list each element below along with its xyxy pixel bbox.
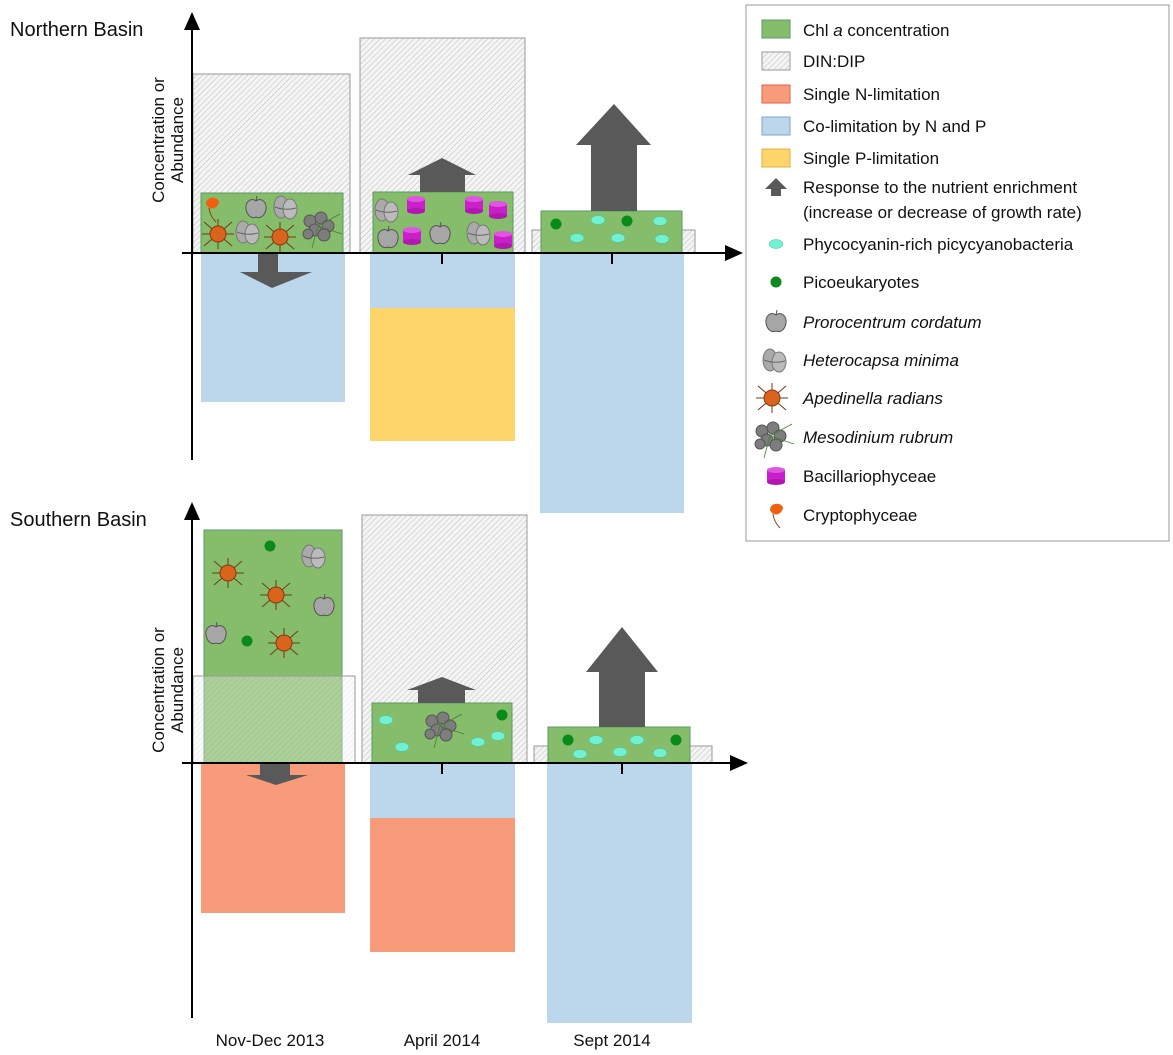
legend-swatch — [761, 51, 791, 71]
cyanobacteria-icon — [569, 233, 585, 243]
cyanobacteria-icon — [652, 216, 668, 226]
legend-label: Bacillariophyceae — [803, 467, 936, 486]
legend-label: Phycocyanin-rich picycyanobacteria — [803, 235, 1074, 254]
co-limitation-bar — [547, 763, 692, 1023]
response-arrow — [408, 158, 476, 192]
legend-icon — [770, 276, 782, 288]
legend-label: Single N-limitation — [803, 85, 940, 104]
cyanobacteria-icon — [470, 737, 486, 747]
legend-swatch — [761, 116, 791, 136]
legend-label: Mesodinium rubrum — [803, 428, 953, 447]
y-axis-label-line: Abundance — [168, 97, 187, 183]
bacillariophyceae-icon — [489, 201, 507, 219]
panel-title: Southern Basin — [10, 509, 147, 531]
legend-label: Response to the nutrient enrichment — [803, 178, 1077, 197]
x-label: April 2014 — [404, 1031, 481, 1050]
legend-arrow — [765, 178, 787, 196]
cyanobacteria-icon — [490, 731, 506, 741]
legend-label: Picoeukaryotes — [803, 273, 919, 292]
bacillariophyceae-icon — [494, 231, 512, 249]
co-limitation-bar — [540, 253, 684, 513]
legend-icon — [767, 467, 785, 485]
cyanobacteria-icon — [590, 215, 606, 225]
legend-label: DIN:DIP — [803, 52, 865, 71]
legend-label: Apedinella radians — [802, 389, 943, 408]
picoeukaryote-icon — [621, 215, 633, 227]
panel-title: Northern Basin — [10, 19, 143, 41]
din-dip-bar — [192, 675, 356, 764]
legend-label: (increase or decrease of growth rate) — [803, 203, 1082, 222]
legend-label-part: concentration — [843, 21, 950, 40]
bacillariophyceae-icon — [465, 196, 483, 214]
legend-label: Heterocapsa minima — [803, 351, 959, 370]
n-limitation-bar — [201, 763, 345, 913]
cyanobacteria-icon — [572, 749, 588, 759]
legend-label: Cryptophyceae — [803, 506, 917, 525]
legend-label: Chl a concentration — [803, 21, 950, 40]
legend-label: Co-limitation by N and P — [803, 117, 986, 136]
legend-swatch — [761, 84, 791, 104]
legend: Chl a concentration DIN:DIP Single N-lim… — [745, 4, 1170, 542]
picoeukaryote-icon — [496, 709, 508, 721]
legend-label: Prorocentrum cordatum — [803, 313, 982, 332]
northern-bars — [192, 37, 696, 513]
legend-label-part: a — [833, 21, 842, 40]
legend-label-part: Chl — [803, 21, 833, 40]
p-limitation-bar — [370, 308, 515, 441]
x-label: Sept 2014 — [573, 1031, 651, 1050]
response-arrow — [586, 627, 658, 727]
legend-box — [745, 4, 1170, 542]
response-arrow — [407, 677, 476, 703]
y-axis-label-line: Abundance — [168, 647, 187, 733]
bacillariophyceae-icon — [407, 196, 425, 214]
response-arrow — [246, 763, 308, 785]
cyanobacteria-icon — [629, 735, 645, 745]
cyanobacteria-icon — [612, 747, 628, 757]
bacillariophyceae-icon — [403, 227, 421, 245]
picoeukaryote-icon — [550, 218, 562, 230]
cyanobacteria-icon — [652, 748, 668, 758]
legend-label: Single P-limitation — [803, 149, 939, 168]
cyanobacteria-icon — [394, 742, 410, 752]
legend-icon — [768, 239, 784, 249]
y-axis-label-line: Concentration or — [149, 627, 168, 753]
legend-swatch — [761, 19, 791, 39]
chl-bar — [547, 726, 691, 764]
picoeukaryote-icon — [264, 540, 276, 552]
cyanobacteria-icon — [610, 233, 626, 243]
y-axis-label: Concentration or Abundance — [149, 77, 187, 203]
picoeukaryote-icon — [562, 734, 574, 746]
y-axis-label: Concentration or Abundance — [149, 627, 187, 753]
n-limitation-bar — [370, 818, 515, 952]
response-arrow — [240, 253, 312, 288]
picoeukaryote-icon — [241, 635, 253, 647]
cyanobacteria-icon — [654, 234, 670, 244]
cyanobacteria-icon — [378, 715, 394, 725]
x-label: Nov-Dec 2013 — [216, 1031, 325, 1050]
cyanobacteria-icon — [588, 735, 604, 745]
picoeukaryote-icon — [670, 734, 682, 746]
legend-swatch — [761, 148, 791, 168]
response-arrow — [576, 104, 651, 211]
y-axis-label-line: Concentration or — [149, 77, 168, 203]
